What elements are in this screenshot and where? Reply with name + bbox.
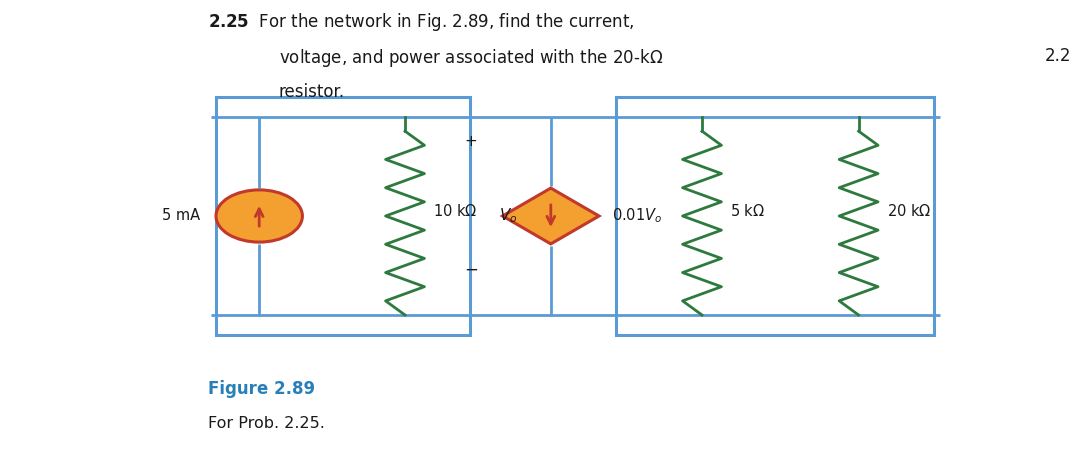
Text: 5 k$\Omega$: 5 k$\Omega$: [730, 203, 765, 220]
Bar: [216, 97, 470, 335]
Text: 2.2: 2.2: [1044, 47, 1071, 65]
Text: $0.01V_o$: $0.01V_o$: [612, 207, 662, 225]
Text: 20 k$\Omega$: 20 k$\Omega$: [887, 203, 931, 220]
Bar: [616, 97, 934, 335]
Text: +: +: [464, 134, 477, 149]
Text: −: −: [464, 261, 477, 279]
Text: 5 mA: 5 mA: [162, 208, 200, 224]
Polygon shape: [502, 188, 599, 244]
Text: For Prob. 2.25.: For Prob. 2.25.: [208, 416, 325, 431]
Text: Figure 2.89: Figure 2.89: [208, 380, 315, 398]
Text: voltage, and power associated with the 20-k$\Omega$: voltage, and power associated with the 2…: [279, 47, 663, 69]
Ellipse shape: [216, 190, 302, 242]
Text: 10 k$\Omega$: 10 k$\Omega$: [433, 203, 477, 220]
Text: $V_o$: $V_o$: [499, 207, 517, 225]
Text: $\mathbf{2.25}$  For the network in Fig. 2.89, find the current,: $\mathbf{2.25}$ For the network in Fig. …: [208, 11, 635, 33]
Text: resistor.: resistor.: [279, 83, 345, 101]
